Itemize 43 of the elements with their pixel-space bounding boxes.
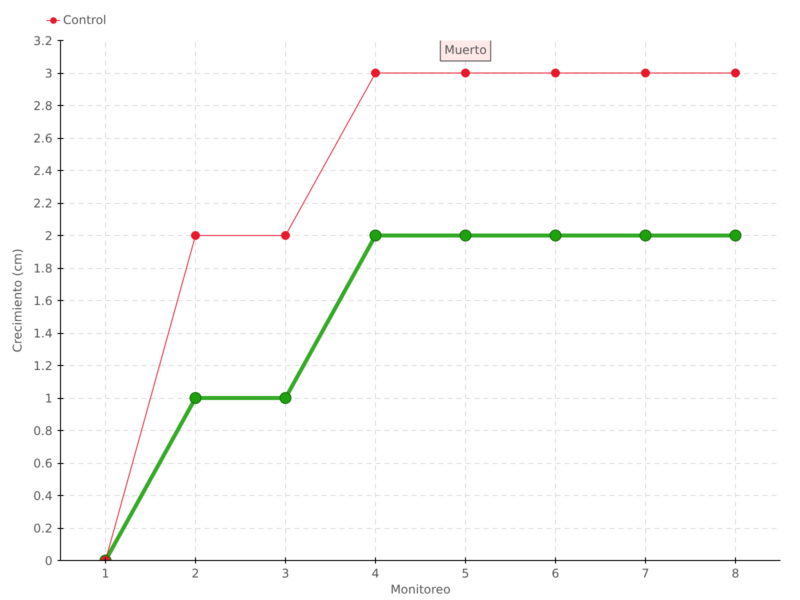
point	[460, 230, 472, 242]
y-tick-label: 3.2	[33, 34, 53, 48]
annotation: Muerto	[444, 43, 487, 57]
point	[370, 230, 382, 242]
point	[281, 231, 290, 240]
y-tick-label: 0	[44, 554, 53, 568]
x-tick-label: 3	[282, 566, 290, 580]
point	[461, 68, 470, 78]
legend-label: Control	[63, 13, 106, 27]
y-tick-label: 1	[44, 392, 53, 406]
y-tick-label: 2.4	[33, 164, 53, 178]
x-tick-label: 4	[372, 566, 380, 580]
point	[731, 68, 740, 78]
point	[280, 392, 292, 404]
x-axis-title: Monitoreo	[390, 582, 451, 596]
point	[730, 230, 742, 242]
y-tick-label: 1.8	[33, 262, 53, 276]
x-tick-label: 1	[102, 566, 110, 580]
y-tick-label: 2.2	[33, 196, 53, 210]
y-tick-label: 0.6	[33, 456, 53, 470]
y-tick-label: 2.8	[33, 99, 53, 113]
y-tick-label: 1.2	[33, 359, 53, 373]
point	[550, 230, 562, 242]
x-tick-label: 6	[552, 566, 560, 580]
y-tick-label: 2	[44, 229, 53, 243]
y-axis-title: Crecimiento (cm)	[10, 248, 24, 352]
x-tick-label: 7	[642, 566, 650, 580]
point	[190, 392, 202, 404]
y-tick-label: 2.6	[33, 132, 53, 146]
point	[191, 231, 200, 240]
point	[551, 68, 560, 78]
x-tick-label: 8	[732, 566, 740, 580]
point	[371, 68, 380, 78]
point	[641, 68, 650, 78]
point	[640, 230, 652, 242]
y-tick-label: 1.6	[33, 294, 53, 308]
y-tick-label: 1.4	[33, 326, 53, 340]
y-tick-label: 3	[44, 66, 53, 80]
y-tick-label: 0.2	[33, 522, 53, 536]
x-tick-label: 5	[462, 566, 470, 580]
x-tick-label: 2	[192, 566, 200, 580]
y-tick-label: 0.4	[33, 489, 53, 503]
y-tick-label: 0.8	[33, 424, 53, 438]
